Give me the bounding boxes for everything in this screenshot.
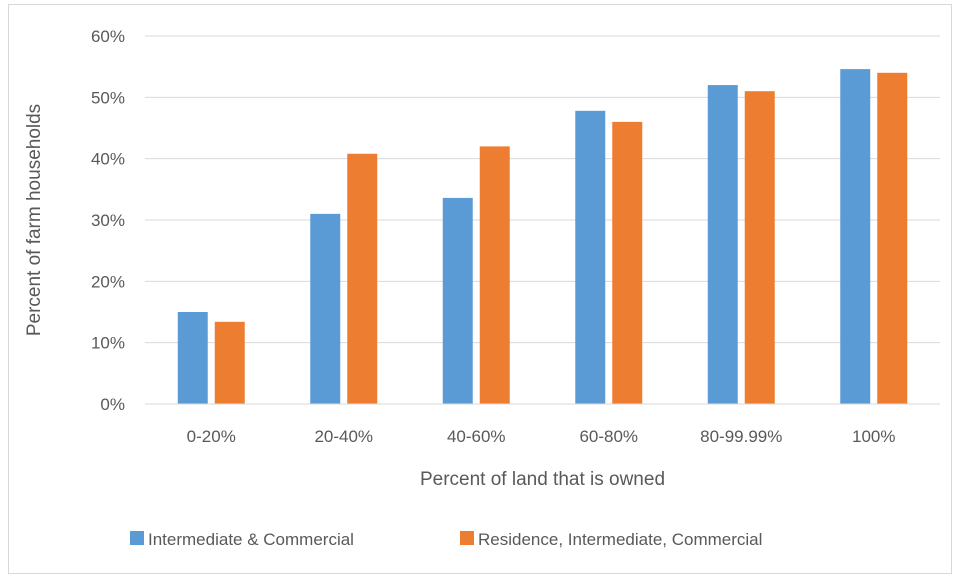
bar-intermediate-commercial <box>177 312 208 404</box>
x-axis-ticks: 0-20% 20-40% 40-60% 60-80% 80-99.99% 100% <box>187 427 896 446</box>
y-tick-label: 0% <box>100 395 125 414</box>
bar-intermediate-commercial <box>840 69 871 405</box>
y-axis-title: Percent of farm households <box>24 104 45 336</box>
chart-frame <box>8 4 952 574</box>
bar-residence-intermediate-commercial <box>479 146 510 404</box>
legend-label: Intermediate & Commercial <box>148 530 354 549</box>
y-tick-label: 40% <box>91 150 125 169</box>
legend-swatch <box>130 531 144 545</box>
x-tick-label: 20-40% <box>314 427 373 446</box>
bars <box>177 69 908 405</box>
bar-residence-intermediate-commercial <box>877 72 908 405</box>
y-tick-label: 10% <box>91 334 125 353</box>
legend: Intermediate & Commercial Residence, Inte… <box>130 530 762 549</box>
bar-residence-intermediate-commercial <box>347 153 378 404</box>
gridlines <box>145 35 940 344</box>
x-tick-label: 0-20% <box>187 427 236 446</box>
y-tick-label: 50% <box>91 88 125 107</box>
bar-intermediate-commercial <box>575 110 606 405</box>
x-tick-label: 60-80% <box>579 427 638 446</box>
y-tick-label: 60% <box>91 27 125 46</box>
x-tick-label: 80-99.99% <box>700 427 782 446</box>
y-axis-ticks: 0% 10% 20% 30% 40% 50% 60% <box>91 27 125 414</box>
x-tick-label: 100% <box>852 427 895 446</box>
x-axis-title: Percent of land that is owned <box>420 469 665 490</box>
bar-intermediate-commercial <box>442 197 473 404</box>
bar-residence-intermediate-commercial <box>612 121 643 404</box>
x-tick-label: 40-60% <box>447 427 506 446</box>
y-tick-label: 20% <box>91 272 125 291</box>
legend-swatch <box>460 531 474 545</box>
bar-residence-intermediate-commercial <box>214 321 245 404</box>
legend-label: Residence, Intermediate, Commercial <box>478 530 762 549</box>
bar-residence-intermediate-commercial <box>744 91 775 404</box>
bar-intermediate-commercial <box>310 213 341 404</box>
bar-intermediate-commercial <box>707 85 738 405</box>
y-tick-label: 30% <box>91 211 125 230</box>
